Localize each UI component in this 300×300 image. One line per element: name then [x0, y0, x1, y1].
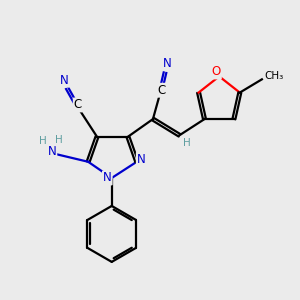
- Text: N: N: [162, 57, 171, 70]
- Text: N: N: [48, 145, 56, 158]
- Text: CH₃: CH₃: [265, 71, 284, 81]
- Text: C: C: [74, 98, 82, 111]
- Text: H: H: [39, 136, 46, 146]
- Text: H: H: [55, 135, 63, 145]
- Text: N: N: [103, 172, 112, 184]
- Text: H: H: [183, 138, 191, 148]
- Text: N: N: [137, 153, 146, 166]
- Text: O: O: [212, 65, 221, 79]
- Text: N: N: [60, 74, 69, 87]
- Text: C: C: [158, 84, 166, 97]
